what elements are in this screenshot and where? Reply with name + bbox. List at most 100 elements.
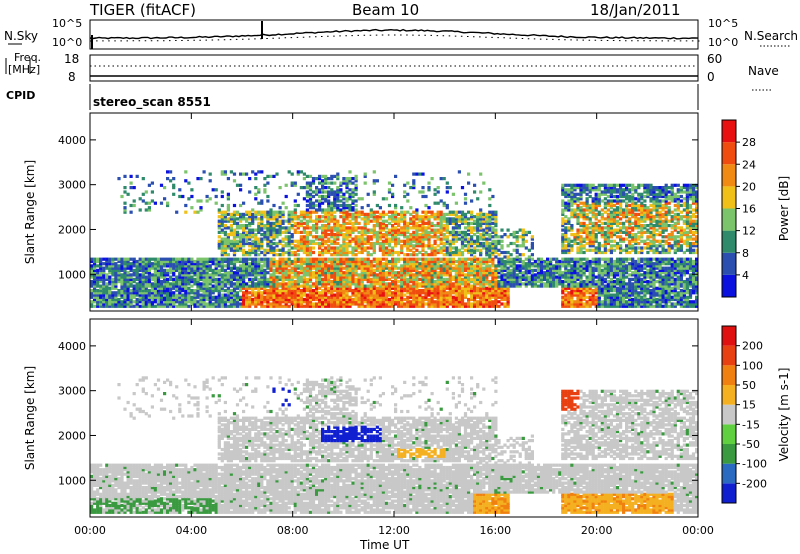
heatmap-cell <box>193 300 197 304</box>
heatmap-cell <box>175 284 179 288</box>
heatmap-cell <box>451 300 455 304</box>
heatmap-cell <box>163 259 167 264</box>
heatmap-cell <box>205 302 209 306</box>
heatmap-cell <box>321 201 325 205</box>
heatmap-cell <box>272 224 276 228</box>
heatmap-cell <box>290 271 294 275</box>
heatmap-cell <box>199 289 203 293</box>
heatmap-cell <box>448 264 452 268</box>
heatmap-cell <box>324 266 328 270</box>
heatmap-cell <box>418 266 422 270</box>
heatmap-cell <box>488 188 492 192</box>
heatmap-cell <box>263 304 267 308</box>
heatmap-cell <box>427 235 431 239</box>
heatmap-cell <box>184 295 188 299</box>
heatmap-cell <box>418 250 422 255</box>
heatmap-cell <box>488 250 492 255</box>
heatmap-cell <box>260 224 264 228</box>
heatmap-cell <box>342 192 346 196</box>
heatmap-cell <box>394 239 398 243</box>
heatmap-cell <box>321 277 325 281</box>
heatmap-cell <box>318 194 322 199</box>
heatmap-cell <box>366 228 370 232</box>
heatmap-cell <box>318 201 322 205</box>
heatmap-cell <box>266 266 270 270</box>
heatmap-cell <box>451 295 455 299</box>
heatmap-cell <box>473 304 477 308</box>
freq-left-bottom-tick: 8 <box>68 70 76 84</box>
heatmap-cell <box>248 250 252 255</box>
heatmap-cell <box>263 259 267 264</box>
heatmap-cell <box>211 280 215 284</box>
heatmap-cell <box>345 286 349 290</box>
heatmap-cell <box>494 271 498 275</box>
heatmap-cell <box>354 192 358 196</box>
heatmap-cell <box>470 297 474 302</box>
heatmap-cell <box>281 291 285 295</box>
heatmap-cell <box>400 282 404 286</box>
heatmap-cell <box>515 244 519 248</box>
heatmap-cell <box>333 286 337 290</box>
heatmap-cell <box>555 264 559 268</box>
heatmap-cell <box>318 275 322 279</box>
heatmap-cell <box>321 235 325 239</box>
heatmap-cell <box>412 179 416 183</box>
heatmap-cell <box>412 295 416 299</box>
heatmap-cell <box>457 273 461 277</box>
heatmap-cell <box>229 215 233 219</box>
heatmap-cell <box>436 186 440 190</box>
heatmap-cell <box>187 197 191 201</box>
heatmap-cell <box>448 212 452 216</box>
heatmap-cell <box>406 289 410 293</box>
heatmap-cell <box>357 250 361 255</box>
heatmap-cell <box>384 295 389 299</box>
heatmap-cell <box>378 248 382 252</box>
heatmap-cell <box>311 275 316 279</box>
heatmap-cell <box>476 212 480 216</box>
heatmap-cell <box>354 259 358 264</box>
heatmap-cell <box>324 262 328 266</box>
heatmap-cell <box>202 262 206 266</box>
heatmap-cell <box>299 257 303 261</box>
heatmap-cell <box>546 284 550 288</box>
heatmap-cell <box>561 217 565 221</box>
heatmap-cell <box>208 302 212 306</box>
heatmap-cell <box>363 277 367 281</box>
heatmap-cell <box>99 280 103 284</box>
heatmap-cell <box>220 221 224 225</box>
heatmap-cell <box>494 293 498 297</box>
heatmap-cell <box>366 289 370 293</box>
heatmap-cell <box>564 284 568 288</box>
heatmap-cell <box>418 295 422 299</box>
heatmap-cell <box>117 289 121 293</box>
heatmap-cell <box>339 253 343 257</box>
heatmap-cell <box>372 300 376 304</box>
heatmap-cell <box>570 295 574 299</box>
heatmap-cell <box>272 237 276 241</box>
beam-title: Beam 10 <box>352 1 420 19</box>
heatmap-cell <box>302 228 306 232</box>
heatmap-cell <box>232 221 237 225</box>
heatmap-cell <box>290 297 294 302</box>
heatmap-cell <box>272 284 276 288</box>
heatmap-cell <box>114 304 118 308</box>
heatmap-cell <box>424 257 428 261</box>
heatmap-cell <box>305 244 309 248</box>
heatmap-cell <box>536 273 541 277</box>
heatmap-cell <box>397 280 401 284</box>
heatmap-cell <box>433 235 437 239</box>
heatmap-cell <box>351 253 355 257</box>
heatmap-cell <box>561 237 565 241</box>
heatmap-cell <box>105 262 109 266</box>
heatmap-cell <box>153 266 157 270</box>
heatmap-cell <box>378 206 382 210</box>
heatmap-cell <box>214 304 218 308</box>
heatmap-cell <box>175 275 179 279</box>
heatmap-cell <box>342 181 346 185</box>
heatmap-cell <box>360 237 364 241</box>
heatmap-cell <box>169 289 173 293</box>
heatmap-cell <box>311 262 316 266</box>
heatmap-cell <box>327 250 331 255</box>
heatmap-cell <box>293 262 297 266</box>
heatmap-cell <box>412 277 416 281</box>
